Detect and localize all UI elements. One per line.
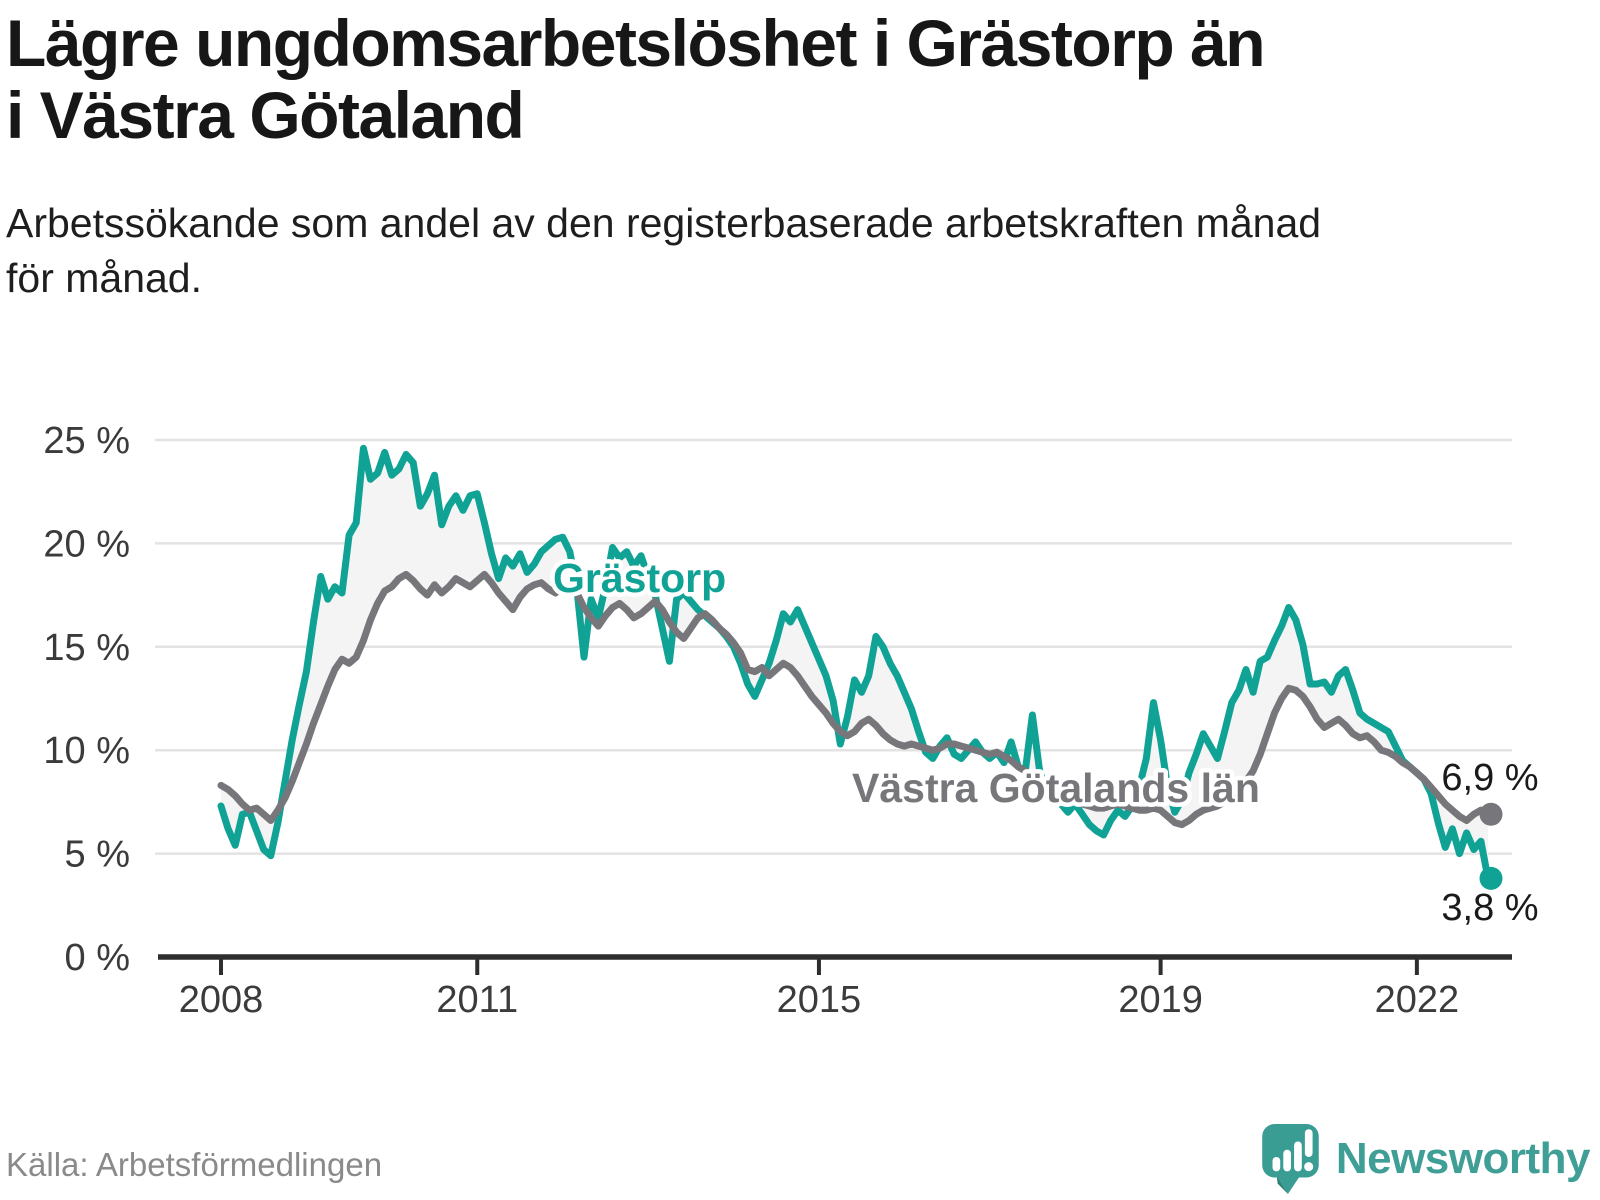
y-tick-label: 20 % <box>43 523 130 565</box>
end-value-label-vastra-gotaland: 6,9 % <box>1441 757 1538 799</box>
series-end-dot-grastorp <box>1479 866 1503 890</box>
brand-name: Newsworthy <box>1335 1134 1591 1183</box>
fill-between-series <box>221 448 1488 879</box>
end-value-label-grastorp: 3,8 % <box>1441 887 1538 929</box>
x-tick-label: 2011 <box>436 979 518 1021</box>
logo-bubble-tail <box>1276 1175 1301 1194</box>
x-tick-label: 2015 <box>777 979 862 1021</box>
x-tick-label: 2022 <box>1375 979 1460 1021</box>
x-tick-label: 2008 <box>179 979 264 1021</box>
y-tick-label: 15 % <box>43 627 130 669</box>
series-label-vastra-gotaland: Västra Götalands län <box>852 765 1260 811</box>
series-line-grastorp <box>217 444 1492 882</box>
y-tick-label: 10 % <box>43 730 130 772</box>
source-note: Källa: Arbetsförmedlingen <box>6 1146 383 1183</box>
y-tick-label: 5 % <box>65 834 130 876</box>
logo-bar-1 <box>1272 1156 1281 1172</box>
y-tick-label: 0 % <box>65 937 130 979</box>
title-line-1: Lägre ungdomsarbetslöshet i Grästorp än <box>6 6 1266 80</box>
page-title: Lägre ungdomsarbetslöshet i Grästorp än … <box>6 6 1566 152</box>
logo-bar-2 <box>1283 1149 1291 1172</box>
logo-exclamation-bar <box>1304 1129 1313 1157</box>
newsworthy-logo-icon <box>1262 1124 1319 1194</box>
subtitle-line-2: för månad. <box>6 254 202 301</box>
series-line-vastra-gotaland <box>217 570 1492 829</box>
newsworthy-brand: Newsworthy <box>1260 1122 1591 1196</box>
subtitle-line-1: Arbetssökande som andel av den registerb… <box>6 200 1322 246</box>
title-line-2: i Västra Götaland <box>6 77 525 152</box>
logo-exclamation-dot <box>1303 1162 1314 1172</box>
series-end-dot-vastra-gotaland <box>1479 802 1503 826</box>
x-tick-label: 2019 <box>1118 979 1203 1021</box>
y-tick-label: 25 % <box>43 420 130 462</box>
logo-bar-3 <box>1293 1141 1302 1172</box>
chart-subtitle: Arbetssökande som andel av den registerb… <box>6 196 1546 305</box>
series-label-grastorp: Grästorp <box>553 555 726 601</box>
